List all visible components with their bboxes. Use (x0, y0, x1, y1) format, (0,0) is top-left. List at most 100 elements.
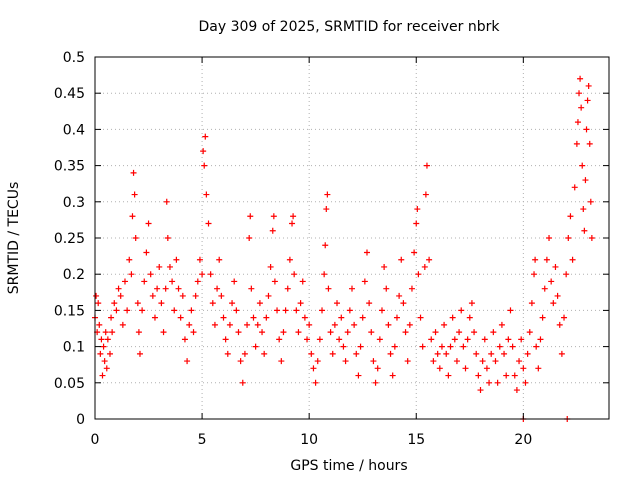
data-point (513, 387, 520, 394)
data-point (389, 372, 396, 379)
data-point (522, 379, 529, 386)
data-point (267, 263, 274, 270)
data-point (481, 336, 488, 343)
data-point (571, 184, 578, 191)
data-point (494, 379, 501, 386)
data-point (488, 350, 495, 357)
data-point (175, 285, 182, 292)
data-point (173, 256, 180, 263)
data-point (128, 271, 135, 278)
data-point (414, 206, 421, 213)
data-point (99, 372, 106, 379)
data-point (131, 191, 138, 198)
data-point (259, 329, 266, 336)
data-point (192, 292, 199, 299)
data-point (483, 365, 490, 372)
data-point (299, 278, 306, 285)
data-point (428, 336, 435, 343)
y-tick-label: 0.35 (54, 159, 85, 175)
data-point (113, 307, 120, 314)
data-point (587, 198, 594, 205)
data-point (211, 321, 218, 328)
data-point (411, 249, 418, 256)
data-point (95, 300, 102, 307)
data-point (203, 191, 210, 198)
data-point (492, 358, 499, 365)
data-point (324, 191, 331, 198)
data-point (507, 307, 514, 314)
y-tick-label: 0.45 (54, 86, 85, 102)
data-point (143, 249, 150, 256)
data-point (97, 350, 104, 357)
data-point (202, 133, 209, 140)
y-tick-label: 0.5 (63, 50, 85, 66)
data-point (479, 358, 486, 365)
data-point (344, 329, 351, 336)
data-point (181, 336, 188, 343)
data-point (548, 278, 555, 285)
data-point (586, 140, 593, 147)
data-point (473, 350, 480, 357)
data-point (561, 314, 568, 321)
data-point (526, 329, 533, 336)
data-point (297, 300, 304, 307)
data-point (231, 278, 238, 285)
data-point (531, 271, 538, 278)
data-point (579, 162, 586, 169)
data-point (310, 365, 317, 372)
data-point (177, 314, 184, 321)
data-point (516, 358, 523, 365)
data-point (271, 278, 278, 285)
data-point (558, 350, 565, 357)
x-tick-label: 20 (514, 432, 532, 448)
data-point (226, 321, 233, 328)
y-tick-label: 0.2 (63, 267, 85, 283)
data-point (194, 278, 201, 285)
data-point (501, 350, 508, 357)
data-point (532, 256, 539, 263)
data-point (111, 300, 118, 307)
data-point (447, 343, 454, 350)
data-point (583, 126, 590, 133)
data-point (533, 343, 540, 350)
data-point (224, 350, 231, 357)
data-point (214, 285, 221, 292)
data-point (520, 365, 527, 372)
data-point (222, 336, 229, 343)
data-point (580, 206, 587, 213)
data-point (280, 329, 287, 336)
data-point (184, 358, 191, 365)
data-point (402, 329, 409, 336)
y-tick-label: 0.1 (63, 340, 85, 356)
data-point (518, 336, 525, 343)
data-point (139, 307, 146, 314)
data-point (496, 343, 503, 350)
data-point (359, 314, 366, 321)
x-tick-label: 15 (407, 432, 425, 448)
data-point (334, 300, 341, 307)
data-point (101, 358, 108, 365)
data-point (404, 358, 411, 365)
data-point (511, 372, 518, 379)
data-point (269, 227, 276, 234)
data-point (537, 336, 544, 343)
data-point (108, 314, 115, 321)
data-point (366, 300, 373, 307)
data-point (286, 256, 293, 263)
data-point (325, 285, 332, 292)
data-point (109, 329, 116, 336)
data-point (569, 256, 576, 263)
data-point (477, 387, 484, 394)
data-point (565, 235, 572, 241)
data-point (312, 379, 319, 386)
data-point (417, 314, 424, 321)
data-point (291, 271, 298, 278)
data-point (419, 343, 426, 350)
data-point (308, 350, 315, 357)
data-point (134, 300, 141, 307)
data-point (190, 329, 197, 336)
x-axis-ticks: 0 5 10 15 20 (91, 57, 532, 448)
data-point (541, 285, 548, 292)
data-point (244, 321, 251, 328)
data-point (376, 336, 383, 343)
